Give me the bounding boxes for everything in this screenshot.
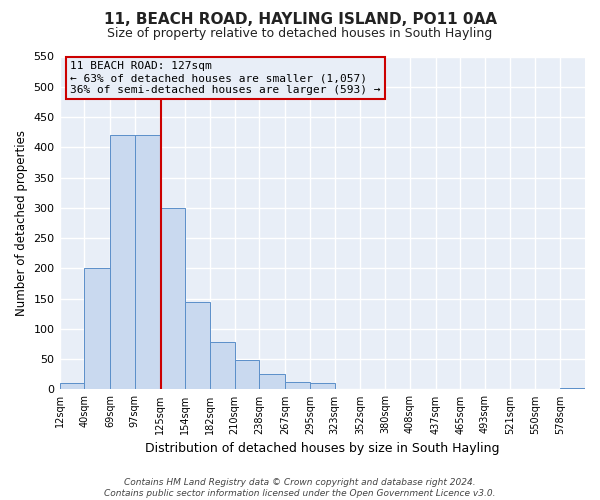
Text: Size of property relative to detached houses in South Hayling: Size of property relative to detached ho… bbox=[107, 28, 493, 40]
Text: Contains HM Land Registry data © Crown copyright and database right 2024.
Contai: Contains HM Land Registry data © Crown c… bbox=[104, 478, 496, 498]
Bar bbox=[59, 384, 85, 390]
Bar bbox=[85, 268, 110, 390]
Text: 11, BEACH ROAD, HAYLING ISLAND, PO11 0AA: 11, BEACH ROAD, HAYLING ISLAND, PO11 0AA bbox=[104, 12, 497, 28]
Bar bbox=[185, 302, 210, 390]
Bar bbox=[560, 388, 585, 390]
Bar bbox=[285, 382, 310, 390]
Bar bbox=[110, 135, 135, 390]
Text: 11 BEACH ROAD: 127sqm
← 63% of detached houses are smaller (1,057)
36% of semi-d: 11 BEACH ROAD: 127sqm ← 63% of detached … bbox=[70, 62, 380, 94]
Y-axis label: Number of detached properties: Number of detached properties bbox=[15, 130, 28, 316]
Bar bbox=[310, 384, 335, 390]
Bar bbox=[135, 135, 160, 390]
Bar bbox=[235, 360, 259, 390]
X-axis label: Distribution of detached houses by size in South Hayling: Distribution of detached houses by size … bbox=[145, 442, 500, 455]
Bar bbox=[259, 374, 285, 390]
Bar bbox=[160, 208, 185, 390]
Bar bbox=[210, 342, 235, 390]
